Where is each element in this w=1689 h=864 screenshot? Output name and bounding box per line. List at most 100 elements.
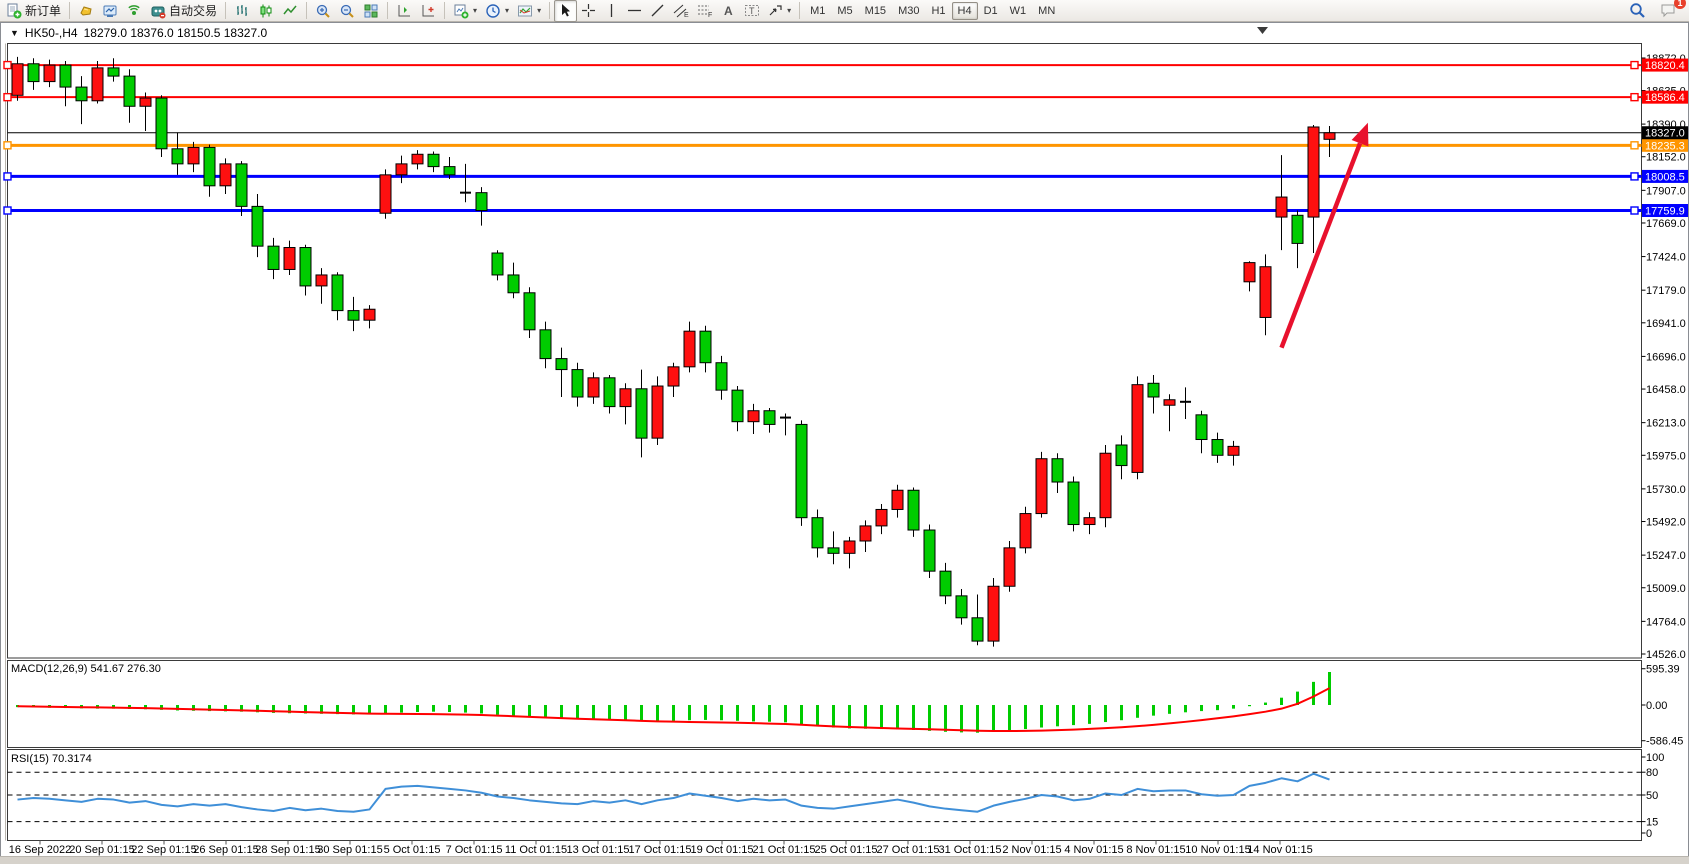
period-button[interactable]: ▾ xyxy=(481,0,513,22)
zoom-out-button[interactable] xyxy=(335,0,359,22)
line-handle[interactable] xyxy=(1630,141,1639,150)
rsi-label: RSI(15) 70.3174 xyxy=(11,753,92,765)
line-handle[interactable] xyxy=(1630,92,1639,102)
zoom-in-button[interactable] xyxy=(311,0,335,22)
status-bar xyxy=(0,856,1689,864)
cursor-icon xyxy=(562,4,571,17)
signal-button[interactable] xyxy=(122,0,146,22)
timeframe-button-m30[interactable]: M30 xyxy=(898,4,920,17)
candle-body xyxy=(1051,458,1064,483)
time-axis-label: 31 Oct 01:15 xyxy=(939,844,1002,856)
new-chart-button[interactable]: ▾ xyxy=(449,0,481,22)
candle-body xyxy=(1243,262,1256,283)
time-axis-label: 5 Oct 01:15 xyxy=(384,844,441,856)
gold-nugget-button[interactable] xyxy=(74,0,98,22)
timeframe-button-m15[interactable]: M15 xyxy=(864,4,887,17)
bar-chart-type-button[interactable] xyxy=(230,0,254,22)
notifications-button[interactable]: 1 xyxy=(1656,0,1686,22)
bar-chart-type-icon xyxy=(237,4,248,16)
candle-body xyxy=(875,508,888,527)
candle-body xyxy=(1211,439,1224,456)
price-badge xyxy=(1642,138,1688,152)
autotrading-label: 自动交易 xyxy=(169,4,218,18)
search-button[interactable] xyxy=(1625,0,1650,22)
candle-body xyxy=(555,358,568,371)
charts-profile-icon xyxy=(103,5,117,17)
text-label-tool-button[interactable]: T xyxy=(740,0,764,22)
candle-body xyxy=(267,245,280,270)
macd-axis-tick: 595.39 xyxy=(1646,664,1680,676)
chart-symbol-period: HK50-,H4 xyxy=(24,26,78,40)
candle-body xyxy=(763,410,776,425)
zoom-in-icon xyxy=(316,4,330,18)
line-handle[interactable] xyxy=(3,92,12,102)
line-handle[interactable] xyxy=(3,60,12,70)
line-handle[interactable] xyxy=(3,141,12,150)
candle-body xyxy=(11,63,24,96)
price-badge xyxy=(1642,58,1688,72)
toolbar-separator xyxy=(69,2,71,19)
candle-body xyxy=(379,174,392,214)
trend-arrow-line[interactable] xyxy=(1279,142,1363,349)
horizontal-line-tool-button[interactable] xyxy=(623,0,646,22)
auto-scroll-button[interactable] xyxy=(392,0,416,22)
price-axis-tick: 14526.0 xyxy=(1646,649,1686,661)
candle-body xyxy=(1019,513,1032,549)
toolbar-separator xyxy=(225,2,227,19)
fibonacci-icon: F xyxy=(698,5,712,18)
timeframe-button-w1[interactable]: W1 xyxy=(1009,4,1027,17)
template-icon xyxy=(518,5,533,16)
line-handle[interactable] xyxy=(1630,206,1639,215)
line-handle[interactable] xyxy=(1630,172,1639,181)
text-tool-button[interactable]: A xyxy=(717,0,740,22)
cursor-tool-button[interactable] xyxy=(554,0,578,22)
timeframe-button-m1[interactable]: M1 xyxy=(810,4,826,17)
candle-body xyxy=(475,192,488,211)
line-handle[interactable] xyxy=(3,172,12,181)
timeframe-button-h4[interactable]: H4 xyxy=(951,1,978,20)
horizontal-line-icon xyxy=(628,9,642,12)
timeframe-button-h1[interactable]: H1 xyxy=(931,4,946,17)
timeframe-button-d1[interactable]: D1 xyxy=(983,4,998,17)
candlestick-type-button[interactable] xyxy=(254,0,278,22)
text-label-icon: T xyxy=(745,5,760,16)
candle-body xyxy=(955,595,968,619)
time-axis-label: 14 Nov 01:15 xyxy=(1247,844,1312,856)
candle-body xyxy=(635,388,648,439)
chart-collapse-icon[interactable]: ▼ xyxy=(10,28,19,38)
candle-body xyxy=(667,366,680,387)
tile-windows-button[interactable] xyxy=(359,0,383,22)
toolbar-separator xyxy=(306,2,308,19)
candle-body xyxy=(427,153,440,168)
crosshair-tool-button[interactable] xyxy=(577,0,600,22)
rsi-axis-tick: 50 xyxy=(1646,790,1658,802)
autotrading-button[interactable]: 自动交易 xyxy=(146,0,221,22)
candle-body xyxy=(811,517,824,549)
charts-profile-button[interactable] xyxy=(98,0,122,22)
new-order-button[interactable]: 新订单 xyxy=(2,0,65,22)
svg-text:F: F xyxy=(708,12,712,18)
candle-body xyxy=(523,292,536,331)
shapes-tool-button[interactable]: ▾ xyxy=(764,0,795,22)
fibonacci-tool-button[interactable]: F xyxy=(693,0,717,22)
time-axis-label: 30 Sep 01:15 xyxy=(317,844,382,856)
timeframe-button-m5[interactable]: M5 xyxy=(837,4,853,17)
line-handle[interactable] xyxy=(1630,60,1639,70)
trendline-tool-button[interactable] xyxy=(646,0,669,22)
line-chart-type-button[interactable] xyxy=(278,0,302,22)
svg-text:A: A xyxy=(724,4,733,18)
channel-tool-button[interactable]: E xyxy=(669,0,693,22)
timeframe-button-mn[interactable]: MN xyxy=(1038,4,1056,17)
macd-axis-tick: -586.45 xyxy=(1646,736,1683,748)
trend-arrow-head[interactable] xyxy=(1351,122,1369,147)
chart-shift-marker-icon[interactable] xyxy=(1257,27,1268,34)
pane-frame xyxy=(7,660,1642,748)
candle-body xyxy=(315,274,328,287)
chart-shift-button[interactable] xyxy=(416,0,440,22)
line-handle[interactable] xyxy=(3,206,12,215)
candle-body xyxy=(1131,384,1144,473)
candle-body xyxy=(1163,399,1176,406)
template-button[interactable]: ▾ xyxy=(513,0,545,22)
vertical-line-tool-button[interactable] xyxy=(600,0,623,22)
